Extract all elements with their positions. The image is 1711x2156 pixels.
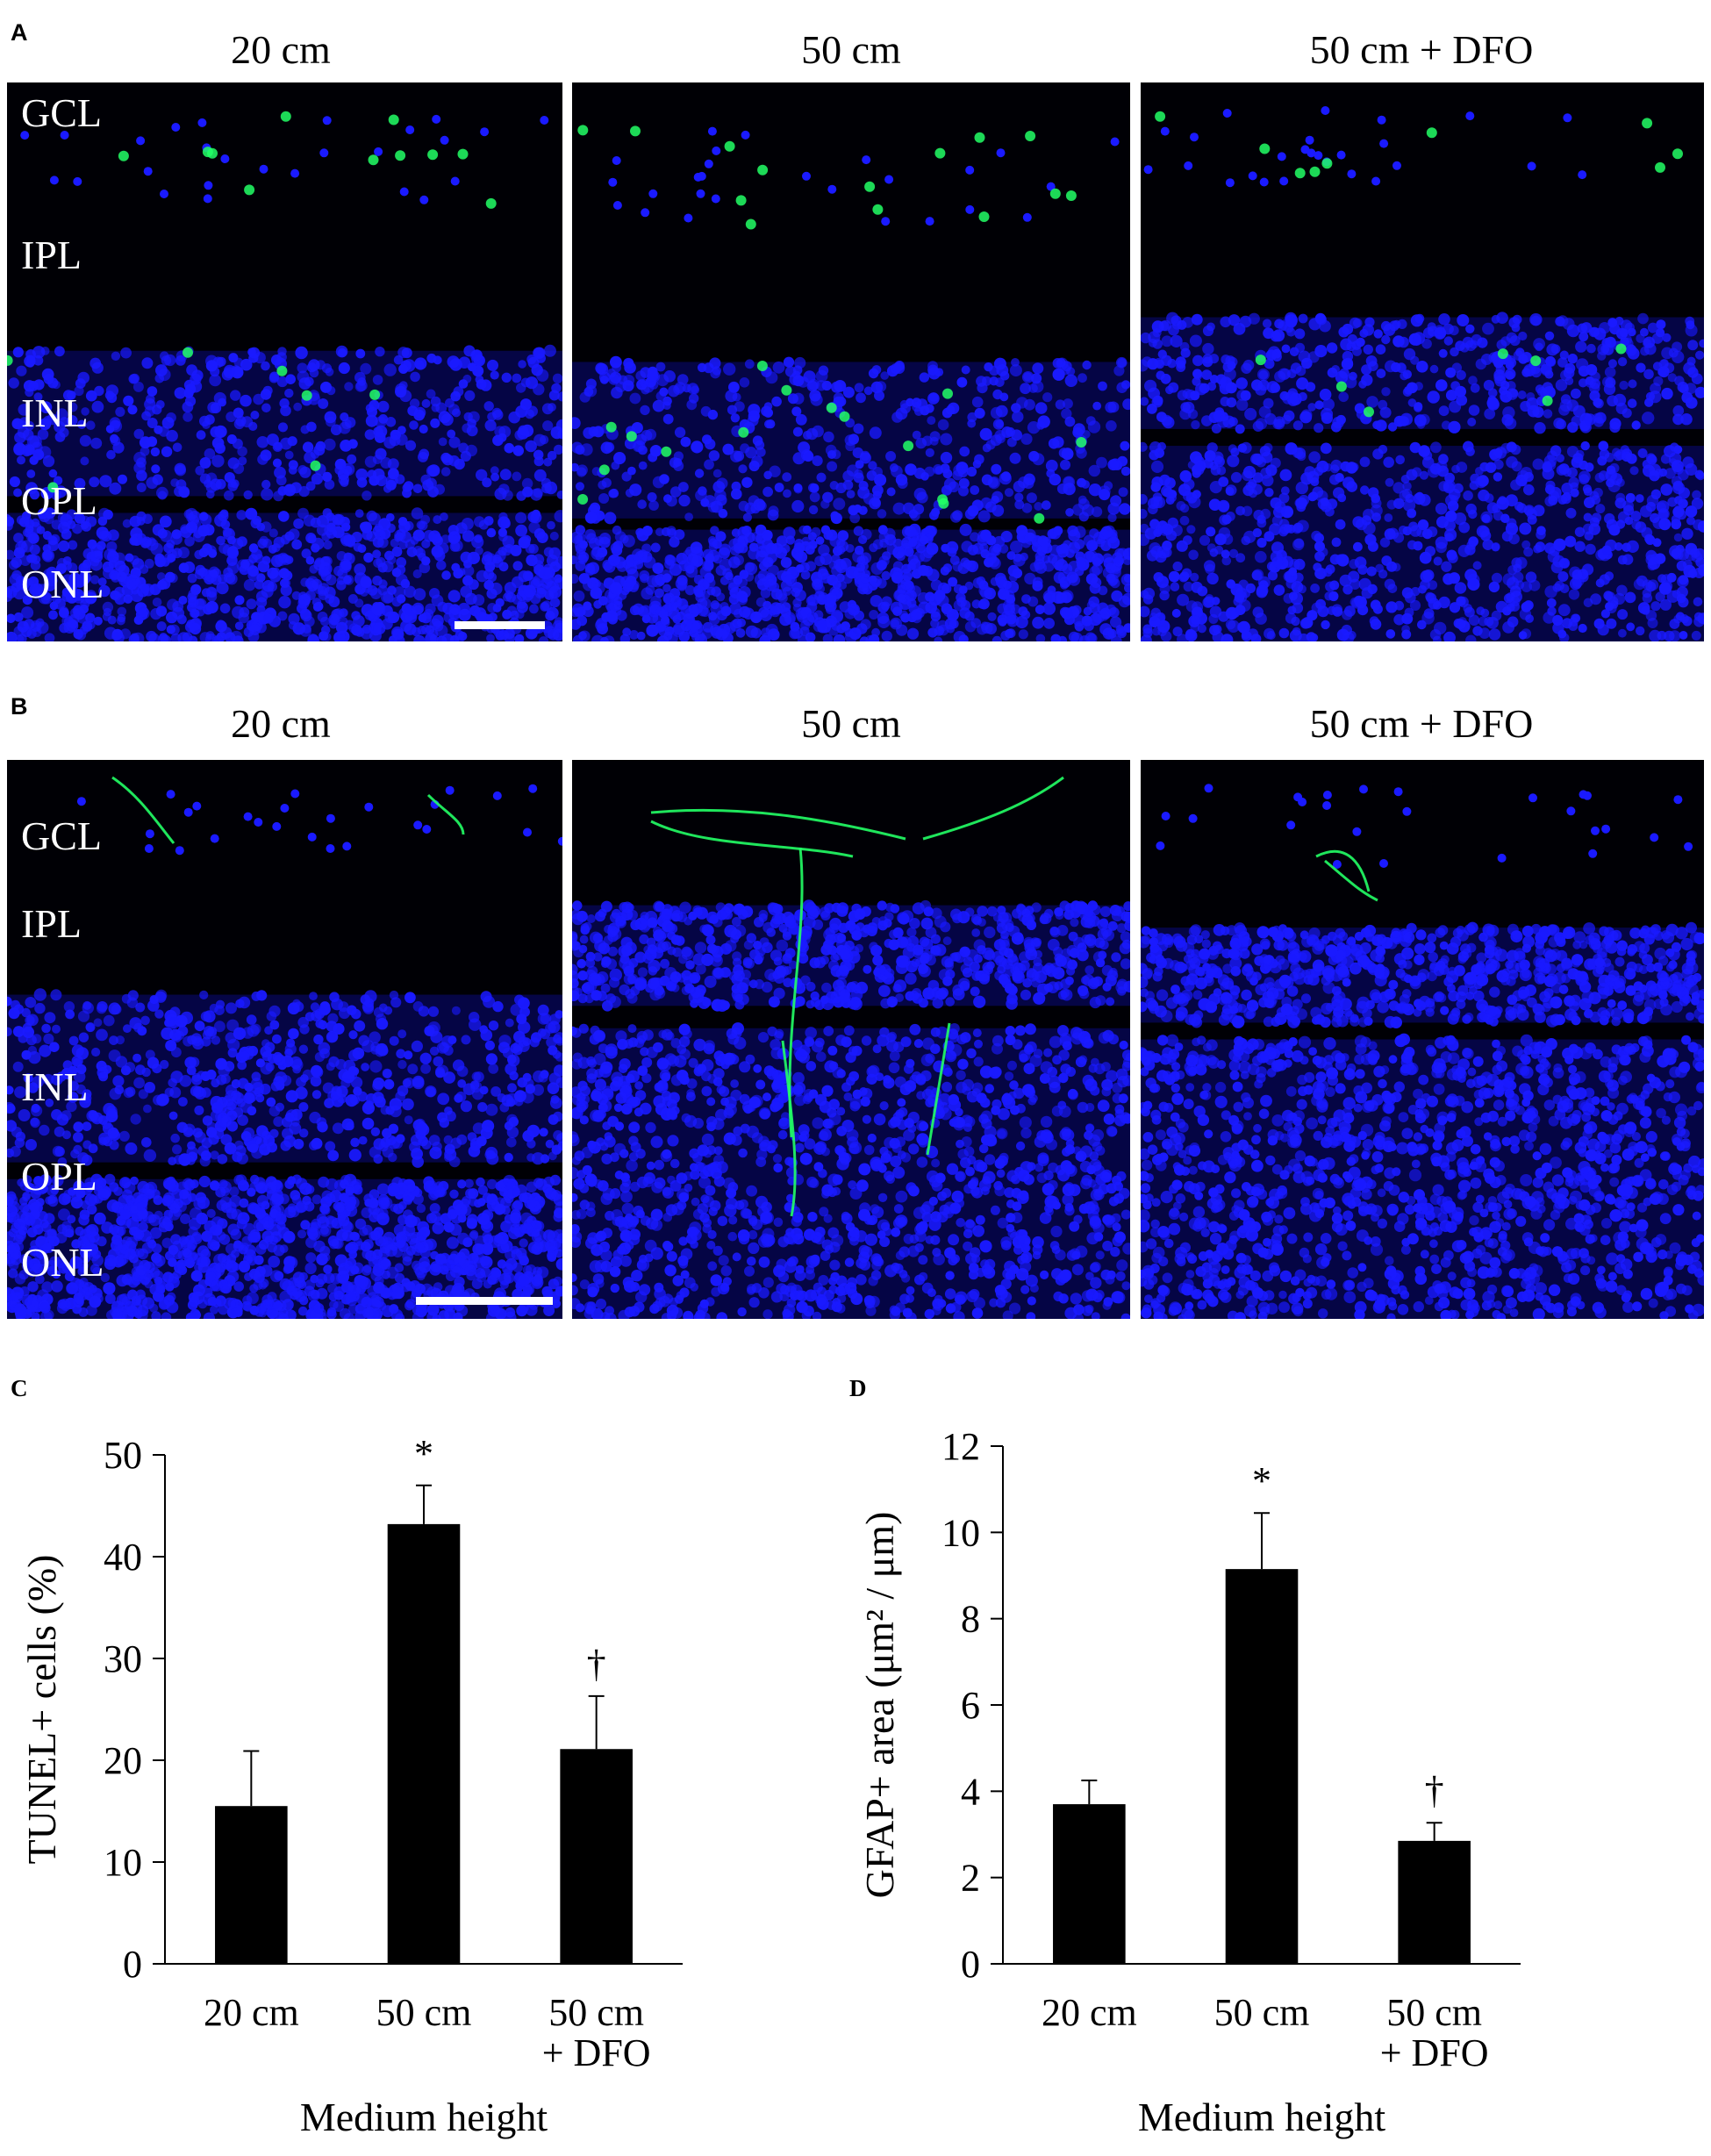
panel-label-b: B [11, 693, 28, 720]
x-tick-label: + DFO [542, 2031, 651, 2074]
column-title-a-1: 20 cm [231, 27, 331, 72]
scale-bar [416, 1297, 553, 1305]
column-title-b-1: 20 cm [231, 701, 331, 746]
y-tick-label: 2 [961, 1857, 980, 1900]
x-tick-label: 50 cm [1386, 1991, 1482, 2034]
y-tick-label: 8 [961, 1598, 980, 1641]
y-tick-label: 10 [104, 1841, 142, 1884]
layer-label-opl: OPL [21, 478, 97, 523]
layer-label-opl: OPL [21, 1154, 97, 1199]
x-axis-title: Medium height [300, 2095, 548, 2139]
significance-marker: * [1252, 1459, 1271, 1502]
micrograph-b-50cm-dfo [1141, 760, 1704, 1319]
panel-label-c: C [11, 1375, 28, 1401]
scale-bar [455, 621, 545, 629]
y-tick-label: 0 [123, 1943, 142, 1986]
y-tick-label: 30 [104, 1637, 142, 1680]
y-tick-label: 40 [104, 1536, 142, 1579]
layer-label-gcl: GCL [21, 90, 102, 135]
y-tick-label: 6 [961, 1684, 980, 1727]
x-tick-label: 50 cm [548, 1991, 644, 2034]
column-title-b-2: 50 cm [801, 701, 901, 746]
bar [215, 1806, 288, 1964]
y-tick-label: 10 [941, 1511, 980, 1554]
layer-label-inl: INL [21, 390, 89, 435]
column-title-b-3: 50 cm + DFO [1309, 701, 1534, 746]
micrograph-a-50cm [572, 82, 1130, 641]
significance-marker: † [1425, 1769, 1444, 1812]
x-tick-label: 50 cm [1214, 1991, 1310, 2034]
bar [1053, 1804, 1126, 1964]
micrograph-a-50cm-dfo [1141, 82, 1704, 641]
layer-label-onl: ONL [21, 1240, 104, 1285]
bar [560, 1749, 633, 1964]
significance-marker: † [587, 1643, 606, 1686]
panel-label-a: A [11, 19, 28, 46]
y-tick-label: 0 [961, 1943, 980, 1986]
micrograph-b-20cm: GCL IPL INL OPL ONL [7, 760, 562, 1319]
bar [387, 1523, 461, 1964]
y-axis-title: GFAP+ area (μm² / μm) [857, 1512, 902, 1899]
panel-label-d: D [849, 1375, 867, 1401]
micrograph-a-20cm: GCL IPL INL OPL ONL [7, 82, 562, 641]
column-title-a-3: 50 cm + DFO [1309, 27, 1534, 72]
layer-label-onl: ONL [21, 562, 104, 606]
x-tick-label: + DFO [1380, 2031, 1489, 2074]
y-tick-label: 50 [104, 1434, 142, 1477]
significance-marker: * [414, 1432, 433, 1475]
layer-label-gcl: GCL [21, 813, 102, 858]
column-title-a-2: 50 cm [801, 27, 901, 72]
x-tick-label: 50 cm [376, 1991, 472, 2034]
layer-label-ipl: IPL [21, 901, 82, 946]
layer-label-ipl: IPL [21, 233, 82, 277]
y-tick-label: 4 [961, 1770, 980, 1813]
y-axis-title: TUNEL+ cells (%) [19, 1555, 64, 1865]
y-tick-label: 20 [104, 1739, 142, 1782]
x-tick-label: 20 cm [1042, 1991, 1137, 2034]
y-tick-label: 12 [941, 1425, 980, 1468]
bar [1398, 1840, 1471, 1964]
x-tick-label: 20 cm [204, 1991, 299, 2034]
micrograph-b-50cm [572, 760, 1130, 1319]
x-axis-title: Medium height [1138, 2095, 1386, 2139]
bar [1225, 1569, 1299, 1964]
layer-label-inl: INL [21, 1064, 89, 1109]
